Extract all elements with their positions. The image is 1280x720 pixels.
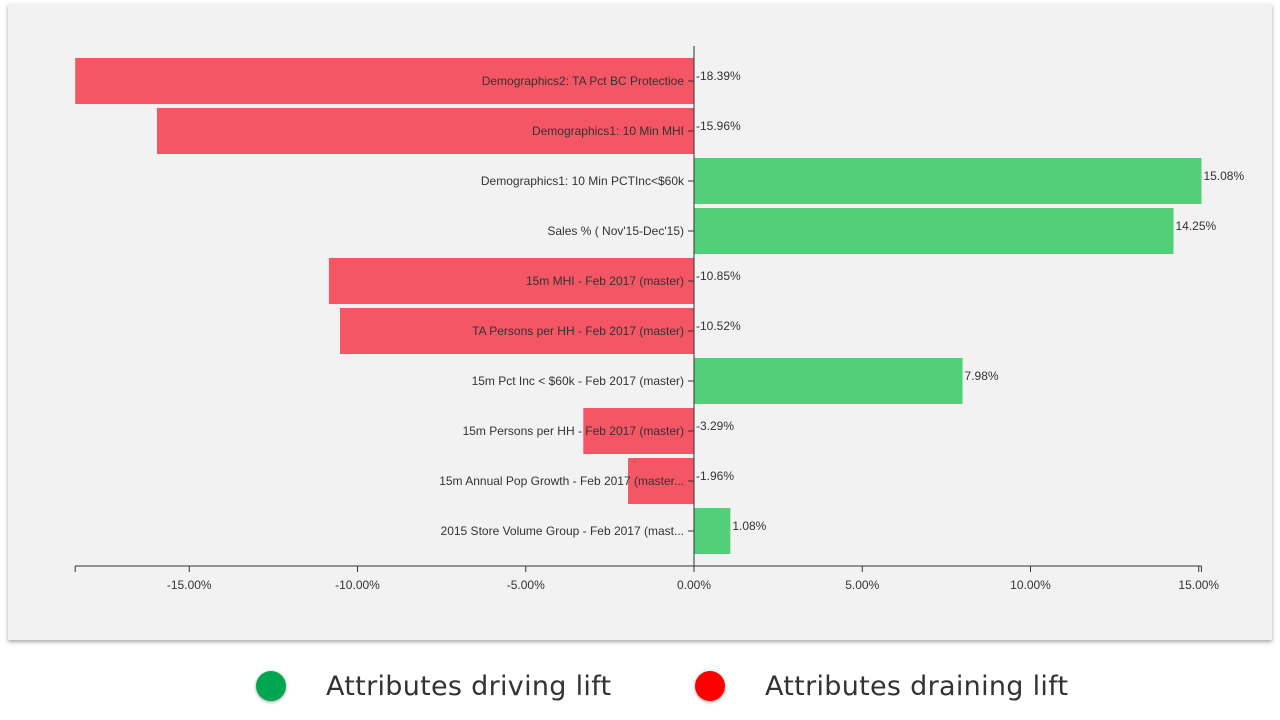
- bar-chart: Demographics2: TA Pct BC Protectioe Demog…: [74, 46, 1244, 592]
- value-label-8: -1.96%: [696, 469, 734, 483]
- category-label-7: 15m Persons per HH - Feb 2017 (master): [463, 424, 684, 438]
- value-label-2: 15.08%: [1203, 169, 1244, 183]
- bar-4: [328, 258, 694, 304]
- legend-dot-green: [256, 671, 286, 701]
- legend-dot-red: [695, 671, 725, 701]
- bar-9: [694, 508, 731, 554]
- value-label-1: -15.96%: [696, 119, 741, 133]
- bar-1: [156, 108, 695, 154]
- bar-7: [583, 408, 694, 454]
- legend-item-driving: Attributes driving lift: [256, 664, 611, 708]
- category-label-5: TA Persons per HH - Feb 2017 (master): [472, 324, 684, 338]
- bar-5: [340, 308, 694, 354]
- value-label-5: -10.52%: [696, 319, 741, 333]
- x-tick-label-0: -15.00%: [167, 578, 212, 592]
- value-label-4: -10.85%: [696, 269, 741, 283]
- x-tick-label-3: 0.00%: [677, 578, 711, 592]
- x-tick-label-6: 15.00%: [1178, 578, 1219, 592]
- category-label-3: Sales % ( Nov'15-Dec'15): [547, 224, 684, 238]
- legend-label-draining: Attributes draining lift: [765, 670, 1069, 702]
- category-label-0: Demographics2: TA Pct BC Protectioe: [482, 74, 685, 88]
- bar-3: [694, 208, 1174, 254]
- x-tick-label-2: -5.00%: [507, 578, 545, 592]
- legend-label-driving: Attributes driving lift: [326, 670, 612, 702]
- value-label-0: -18.39%: [696, 69, 741, 83]
- value-label-9: 1.08%: [732, 519, 766, 533]
- category-label-8: 15m Annual Pop Growth - Feb 2017 (master…: [439, 474, 684, 488]
- x-tick-label-1: -10.00%: [335, 578, 380, 592]
- value-label-3: 14.25%: [1176, 219, 1217, 233]
- category-label-4: 15m MHI - Feb 2017 (master): [526, 274, 684, 288]
- bar-6: [694, 358, 963, 404]
- x-tick-label-5: 10.00%: [1010, 578, 1051, 592]
- value-label-7: -3.29%: [696, 419, 734, 433]
- chart-panel: Demographics2: TA Pct BC Protectioe Demog…: [8, 4, 1272, 640]
- bar-8: [628, 458, 694, 504]
- legend: Attributes driving lift Attributes drain…: [0, 664, 1280, 708]
- category-label-6: 15m Pct Inc < $60k - Feb 2017 (master): [472, 374, 684, 388]
- category-label-2: Demographics1: 10 Min PCTInc<$60k: [481, 174, 685, 188]
- value-label-6: 7.98%: [965, 369, 999, 383]
- legend-item-draining: Attributes draining lift: [695, 664, 1068, 708]
- bar-2: [694, 158, 1202, 204]
- category-label-1: Demographics1: 10 Min MHI: [532, 124, 684, 138]
- bar-0: [75, 58, 694, 104]
- category-label-9: 2015 Store Volume Group - Feb 2017 (mast…: [441, 524, 684, 538]
- x-tick-label-4: 5.00%: [845, 578, 879, 592]
